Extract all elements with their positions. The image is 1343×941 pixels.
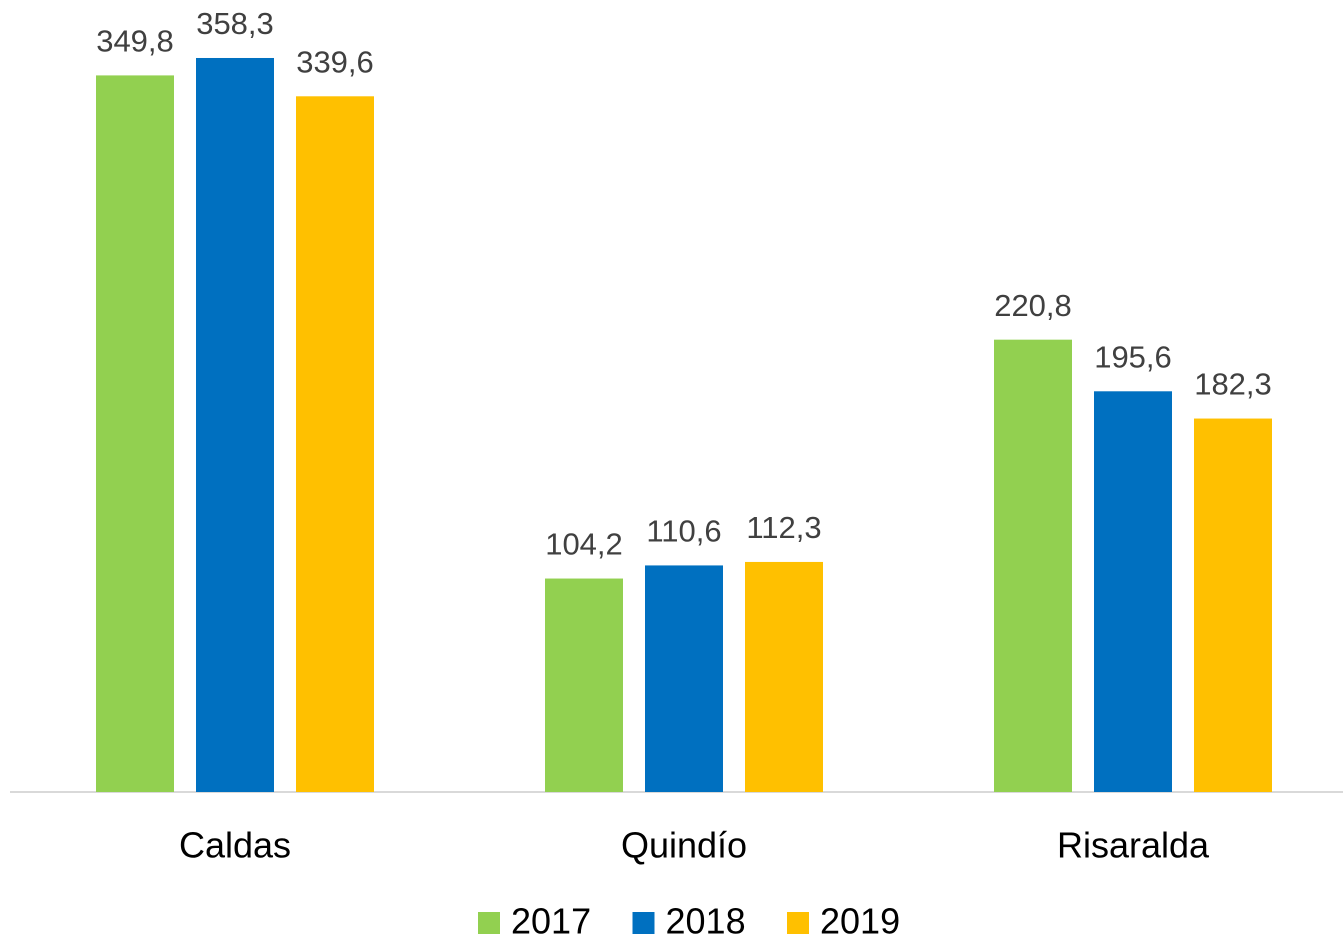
legend-label: 2019: [820, 901, 900, 941]
data-label: 182,3: [1194, 367, 1272, 402]
bar: [296, 96, 374, 793]
data-label: 220,8: [994, 288, 1072, 323]
legend-swatch: [478, 912, 500, 934]
data-label: 339,6: [296, 44, 374, 79]
data-label: 195,6: [1094, 339, 1172, 374]
bar: [1194, 418, 1272, 792]
data-label: 110,6: [646, 514, 721, 549]
bar: [196, 57, 274, 792]
bar: [745, 561, 823, 792]
legend-label: 2017: [511, 901, 591, 941]
legend-swatch: [632, 912, 655, 934]
bar: [96, 75, 174, 792]
bar: [994, 339, 1072, 792]
legend-label: 2018: [666, 901, 746, 941]
x-tick-label: Quindío: [621, 825, 747, 866]
x-tick-label: Risaralda: [1057, 825, 1210, 866]
bar: [645, 565, 723, 792]
bar: [1094, 391, 1172, 792]
x-tick-label: Caldas: [179, 825, 291, 866]
data-label: 358,3: [196, 6, 274, 41]
data-label: 349,8: [96, 24, 174, 59]
data-label: 112,3: [746, 510, 821, 545]
data-label: 104,2: [545, 527, 623, 562]
legend-swatch: [787, 912, 809, 934]
bar: [545, 578, 623, 792]
